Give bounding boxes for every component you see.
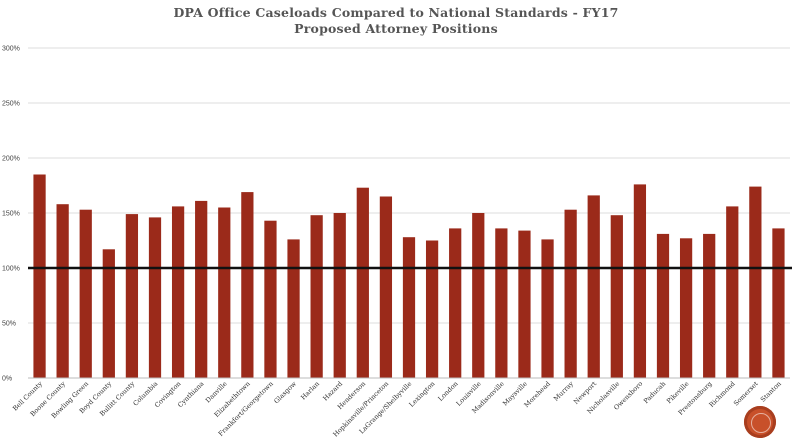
- bar: [402, 237, 416, 378]
- bar: [749, 186, 762, 378]
- bar: [125, 214, 139, 378]
- bar: [148, 217, 162, 378]
- y-tick-label: 100%: [2, 266, 20, 273]
- bar: [79, 209, 92, 378]
- bar: [264, 220, 277, 378]
- bar: [472, 213, 485, 378]
- bar: [333, 213, 346, 378]
- bar: [656, 233, 670, 378]
- bar: [587, 195, 600, 378]
- bar: [33, 174, 46, 378]
- x-tick-label: Glasgow: [272, 379, 298, 405]
- bar: [195, 200, 208, 378]
- bar: [703, 233, 716, 378]
- bar: [171, 206, 185, 378]
- bar: [102, 249, 115, 378]
- bar: [425, 240, 439, 378]
- bar: [356, 187, 369, 378]
- bars: [33, 174, 785, 378]
- bar: [518, 230, 531, 378]
- bar: [772, 228, 785, 378]
- y-tick-label: 50%: [2, 321, 16, 328]
- y-tick-label: 200%: [2, 156, 20, 163]
- bar: [310, 215, 323, 378]
- bar: [241, 192, 254, 378]
- bar: [495, 228, 508, 378]
- bar: [564, 209, 577, 378]
- y-tick-label: 150%: [2, 211, 20, 218]
- reference-layer: [28, 266, 792, 379]
- seal-icon: [744, 406, 776, 438]
- bar: [56, 204, 69, 378]
- x-tick-label: Somerset: [732, 379, 760, 407]
- chart-title: DPA Office Caseloads Compared to Nationa…: [173, 5, 619, 20]
- bar: [541, 239, 554, 378]
- x-tick-label: Hazard: [321, 380, 344, 403]
- bar: [287, 239, 300, 378]
- bar: [726, 206, 739, 378]
- x-tick-label: Harlan: [299, 380, 321, 402]
- bar: [218, 207, 231, 378]
- y-axis: 0% 50% 100% 150% 200% 250% 300%: [2, 46, 20, 383]
- bar: [379, 196, 393, 378]
- bar: [633, 184, 647, 378]
- y-tick-label: 300%: [2, 46, 20, 53]
- chart-subtitle: Proposed Attorney Positions: [294, 21, 498, 36]
- bar: [449, 228, 462, 378]
- x-tick-label: Stanton: [759, 380, 783, 404]
- x-tick-label: Paducah: [642, 380, 667, 405]
- bar: [610, 215, 623, 378]
- bar: [679, 238, 693, 378]
- y-tick-label: 250%: [2, 101, 20, 108]
- y-tick-label: 0%: [2, 376, 12, 383]
